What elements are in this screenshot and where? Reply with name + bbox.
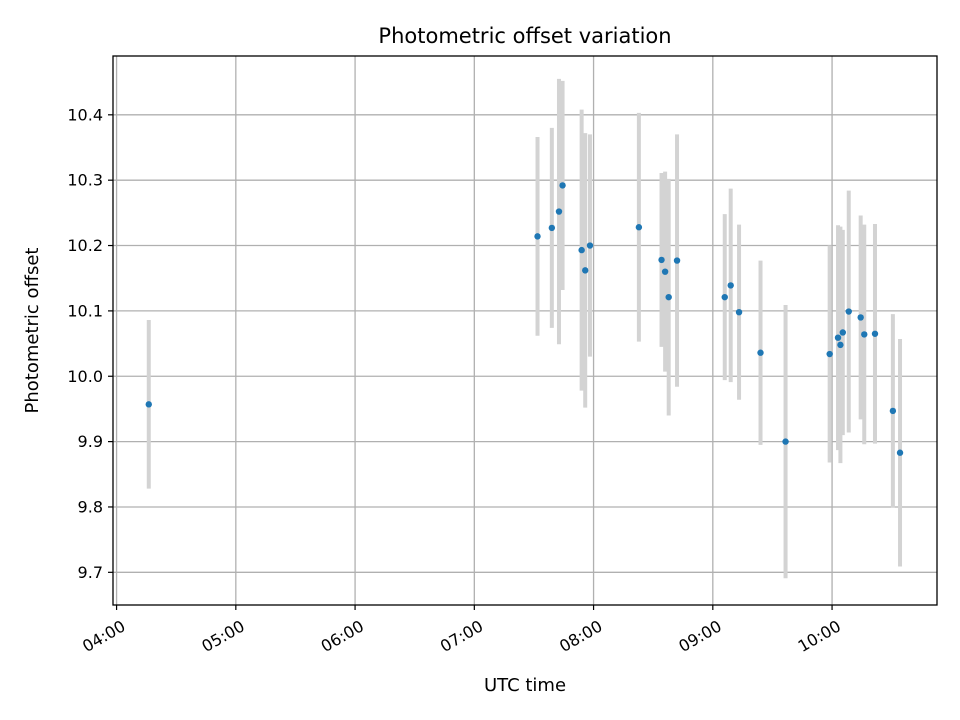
y-tick-label: 10.4	[67, 105, 103, 124]
data-point	[555, 208, 563, 215]
data-point	[145, 401, 152, 408]
data-point	[559, 182, 566, 189]
chart-title: Photometric offset variation	[378, 24, 671, 48]
y-tick-label: 9.7	[78, 563, 103, 582]
data-point	[839, 329, 846, 336]
data-point	[635, 224, 643, 231]
y-tick-label: 10.2	[67, 236, 103, 255]
data-point	[845, 308, 852, 315]
y-tick-label: 10.0	[67, 367, 103, 386]
data-point	[721, 293, 728, 301]
data-point	[834, 334, 842, 341]
data-point	[871, 330, 879, 337]
data-point	[757, 349, 764, 356]
point-layer	[145, 182, 904, 456]
data-point	[665, 293, 672, 301]
data-point	[727, 282, 734, 289]
data-point	[735, 309, 743, 316]
data-point	[782, 438, 789, 445]
x-axis-title: UTC time	[484, 675, 566, 696]
y-tick-label: 10.3	[67, 171, 103, 190]
grid-layer	[113, 56, 937, 605]
data-point	[658, 256, 665, 264]
data-point	[582, 267, 589, 274]
data-point	[826, 350, 833, 358]
data-point	[837, 341, 844, 349]
data-point	[896, 449, 904, 456]
y-axis-title: Photometric offset	[22, 248, 43, 414]
data-point	[661, 268, 669, 275]
data-point	[578, 246, 585, 254]
data-point	[889, 407, 897, 415]
y-tick-label: 9.8	[78, 497, 103, 516]
y-tick-label: 10.1	[67, 301, 103, 320]
data-point	[586, 242, 594, 249]
y-tick-label: 9.9	[78, 432, 103, 451]
data-point	[548, 224, 556, 232]
data-point	[861, 331, 868, 338]
data-point	[534, 233, 541, 240]
data-point	[673, 257, 681, 264]
data-point	[857, 314, 864, 321]
axes-frame	[112, 55, 938, 606]
